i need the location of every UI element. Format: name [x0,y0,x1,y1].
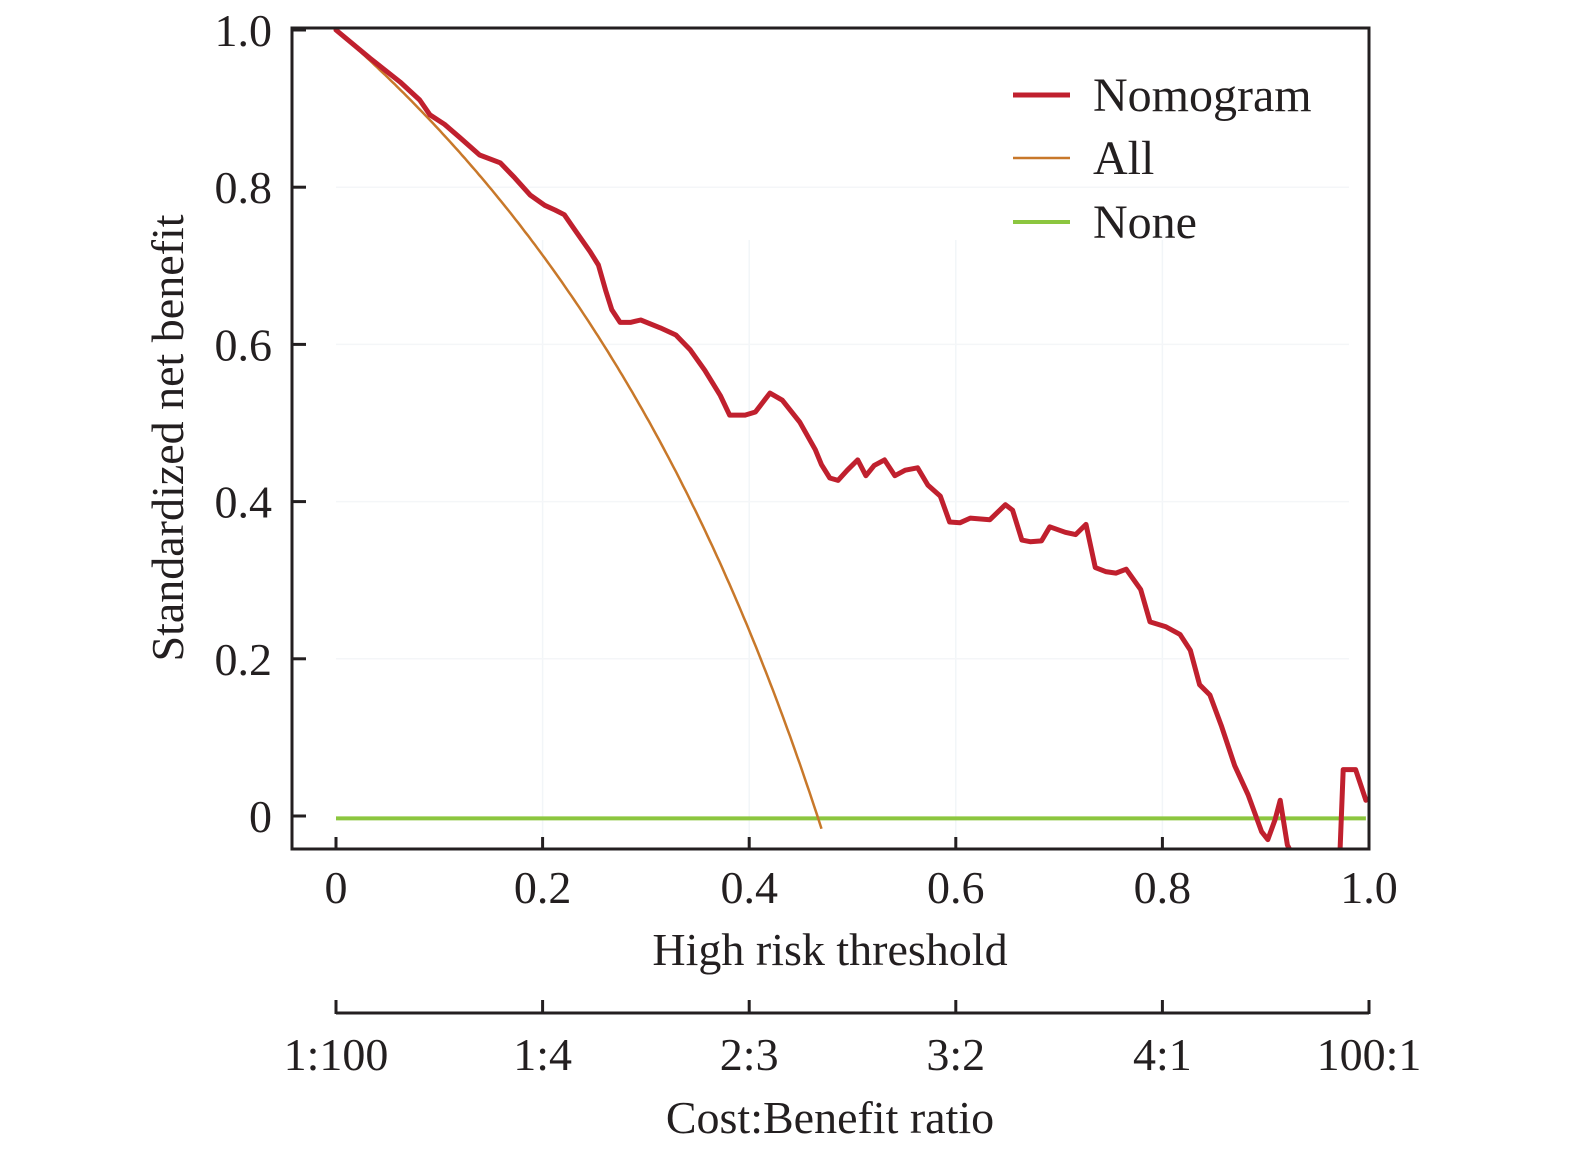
cost-benefit-axis-title: Cost:Benefit ratio [666,1092,994,1143]
x-axis: 0 0.2 0.4 0.6 0.8 1.0 [325,837,1398,913]
x-tick-label: 0 [325,862,348,913]
x-tick-label: 0.8 [1134,862,1192,913]
y-tick-label: 0.4 [215,477,273,528]
series-all-line [335,29,823,830]
grid-lines [336,186,1349,849]
cost-benefit-tick-label: 3:2 [926,1029,985,1080]
y-axis: 0 0.2 0.4 0.6 0.8 1.0 [215,5,306,842]
legend-label-nomogram: Nomogram [1093,69,1312,122]
x-tick-label: 0.4 [720,862,778,913]
legend: Nomogram All None [1013,69,1312,249]
series-layer [333,28,1369,849]
cost-benefit-axis: 1:100 1:4 2:3 3:2 4:1 100:1 [284,1000,1422,1080]
x-tick-label: 1.0 [1340,862,1398,913]
y-tick-label: 0.2 [215,634,273,685]
y-tick-label: 0.6 [215,319,273,370]
series-nomogram-line [333,28,1292,849]
y-tick-label: 0.8 [215,162,273,213]
y-tick-label: 0 [249,791,272,842]
series-nomogram-line [1337,767,1369,849]
x-tick-label: 0.6 [927,862,985,913]
legend-label-all: All [1093,132,1154,185]
x-tick-label: 0.2 [514,862,572,913]
plot-frame [290,26,1371,851]
cost-benefit-tick-label: 1:100 [284,1029,389,1080]
cost-benefit-tick-label: 2:3 [720,1029,779,1080]
cost-benefit-tick-label: 1:4 [513,1029,572,1080]
y-tick-label: 1.0 [215,5,273,56]
y-axis-title: Standardized net benefit [142,214,193,661]
x-axis-title: High risk threshold [652,924,1007,975]
cost-benefit-tick-label: 4:1 [1133,1029,1192,1080]
legend-label-none: None [1093,196,1197,249]
cost-benefit-tick-label: 100:1 [1317,1029,1422,1080]
